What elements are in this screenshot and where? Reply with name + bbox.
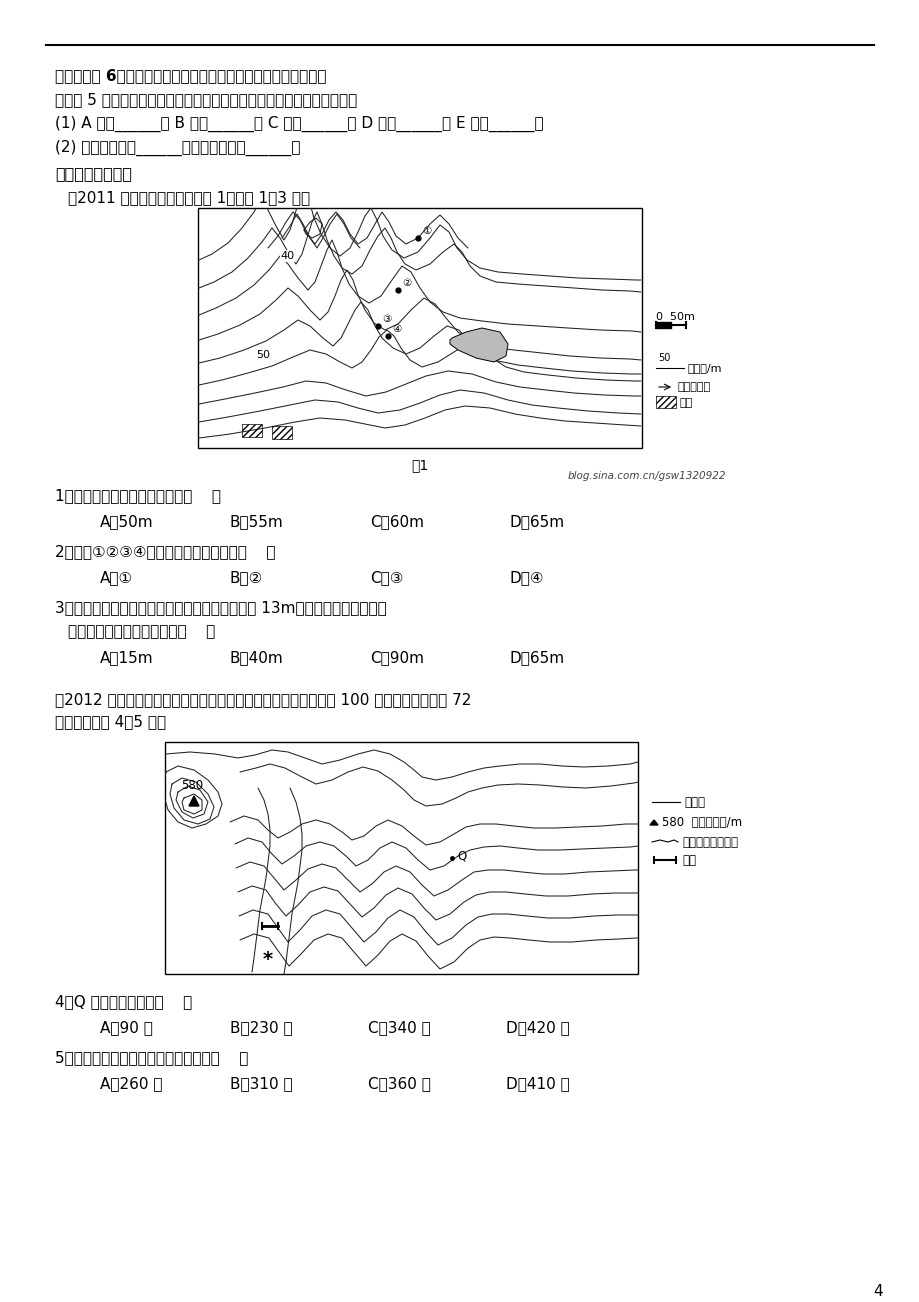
Text: (2) 河流的位置是______，河流的流向是______。: (2) 河流的位置是______，河流的流向是______。 [55, 141, 301, 156]
Text: D．65m: D．65m [509, 514, 564, 529]
Text: C．340 米: C．340 米 [368, 1019, 430, 1035]
Bar [272, 426, 291, 439]
Text: Q: Q [457, 849, 466, 862]
Text: 等高线/m: 等高线/m [687, 363, 721, 372]
Text: 50: 50 [255, 350, 269, 359]
Text: (1) A 处是______； B 处是______； C 处是______； D 处是______； E 处是______。: (1) A 处是______； B 处是______； C 处是______； … [55, 116, 543, 133]
Text: 》相关考点 6》河流发育的地形部位及河流的流向与等高线的关系: 》相关考点 6》河流发育的地形部位及河流的流向与等高线的关系 [55, 68, 326, 83]
Text: 桥梁: 桥梁 [681, 854, 696, 867]
Text: C．60m: C．60m [369, 514, 424, 529]
Text: B．310 米: B．310 米 [230, 1075, 292, 1091]
Bar [165, 742, 637, 974]
Text: A．15m: A．15m [100, 650, 153, 665]
Text: B．②: B．② [230, 570, 263, 585]
Text: 4．Q 地的海拔可能为（    ）: 4．Q 地的海拔可能为（ ） [55, 993, 192, 1009]
Text: 580  山峰、高程/m: 580 山峰、高程/m [662, 816, 742, 829]
Text: D．420 米: D．420 米 [505, 1019, 569, 1035]
Text: ④: ④ [391, 324, 401, 335]
Text: ②: ② [402, 279, 411, 288]
Text: 图1: 图1 [411, 458, 428, 473]
Text: A．90 米: A．90 米 [100, 1019, 153, 1035]
Text: （2011 年新课标全国卷）读图 1，完成 1～3 题。: （2011 年新课标全国卷）读图 1，完成 1～3 题。 [68, 190, 310, 204]
Text: B．40m: B．40m [230, 650, 283, 665]
Text: B．55m: B．55m [230, 514, 283, 529]
Text: 聚落: 聚落 [679, 398, 693, 408]
Text: 4: 4 [872, 1284, 882, 1299]
Text: 米。据此完成 4～5 题。: 米。据此完成 4～5 题。 [55, 713, 166, 729]
Text: 580: 580 [181, 779, 203, 792]
Text: A．50m: A．50m [100, 514, 153, 529]
Bar [655, 396, 675, 408]
Polygon shape [650, 820, 657, 825]
Text: A．260 米: A．260 米 [100, 1075, 163, 1091]
Text: B．230 米: B．230 米 [230, 1019, 292, 1035]
Text: 河流、湖塘: 河流、湖塘 [677, 381, 710, 392]
Text: 2．图中①②③④附近河水流速最快的是（    ）: 2．图中①②③④附近河水流速最快的是（ ） [55, 544, 275, 559]
Text: D．410 米: D．410 米 [505, 1075, 569, 1091]
Text: 0  50m: 0 50m [655, 312, 694, 322]
Polygon shape [188, 796, 199, 806]
Text: 《高考真题示例》: 《高考真题示例》 [55, 165, 131, 181]
Text: ①: ① [422, 227, 431, 236]
Text: 3．在图示区域内拟建一座小型水库，设计坝高约 13m。若仅考虑地形因素，: 3．在图示区域内拟建一座小型水库，设计坝高约 13m。若仅考虑地形因素， [55, 600, 386, 615]
Text: （2012 年新课标全国卷）下图示意某小区域地形。图中等高距为 100 米，瀑布的落差为 72: （2012 年新课标全国卷）下图示意某小区域地形。图中等高距为 100 米，瀑布… [55, 691, 471, 707]
Text: 40: 40 [280, 251, 295, 260]
Text: *: * [263, 950, 273, 970]
Text: 1．图示区域内最大高差可能为（    ）: 1．图示区域内最大高差可能为（ ） [55, 488, 221, 503]
Polygon shape [449, 328, 507, 362]
Text: D．65m: D．65m [509, 650, 564, 665]
Bar [242, 424, 262, 437]
Text: D．④: D．④ [509, 570, 544, 585]
Text: 说出图 5 字母所在地表示的地形名称。河流的位置（字母）和大致流向。: 说出图 5 字母所在地表示的地形名称。河流的位置（字母）和大致流向。 [55, 92, 357, 107]
Text: 5．桥梁附近河岸与山峰的高差最接近（    ）: 5．桥梁附近河岸与山峰的高差最接近（ ） [55, 1049, 248, 1065]
Text: 50: 50 [657, 353, 670, 363]
Text: blog.sina.com.cn/gsw1320922: blog.sina.com.cn/gsw1320922 [567, 471, 726, 480]
Text: C．90m: C．90m [369, 650, 424, 665]
Text: A．①: A．① [100, 570, 133, 585]
Text: 等高线: 等高线 [683, 796, 704, 809]
Text: 最适宜建坝处的坝顶长度约（    ）: 最适宜建坝处的坝顶长度约（ ） [68, 624, 215, 639]
Bar [198, 208, 641, 448]
Text: C．③: C．③ [369, 570, 403, 585]
Text: ③: ③ [381, 314, 391, 324]
Text: C．360 米: C．360 米 [368, 1075, 430, 1091]
Text: 河流、湖泊、瀑布: 河流、湖泊、瀑布 [681, 836, 737, 849]
